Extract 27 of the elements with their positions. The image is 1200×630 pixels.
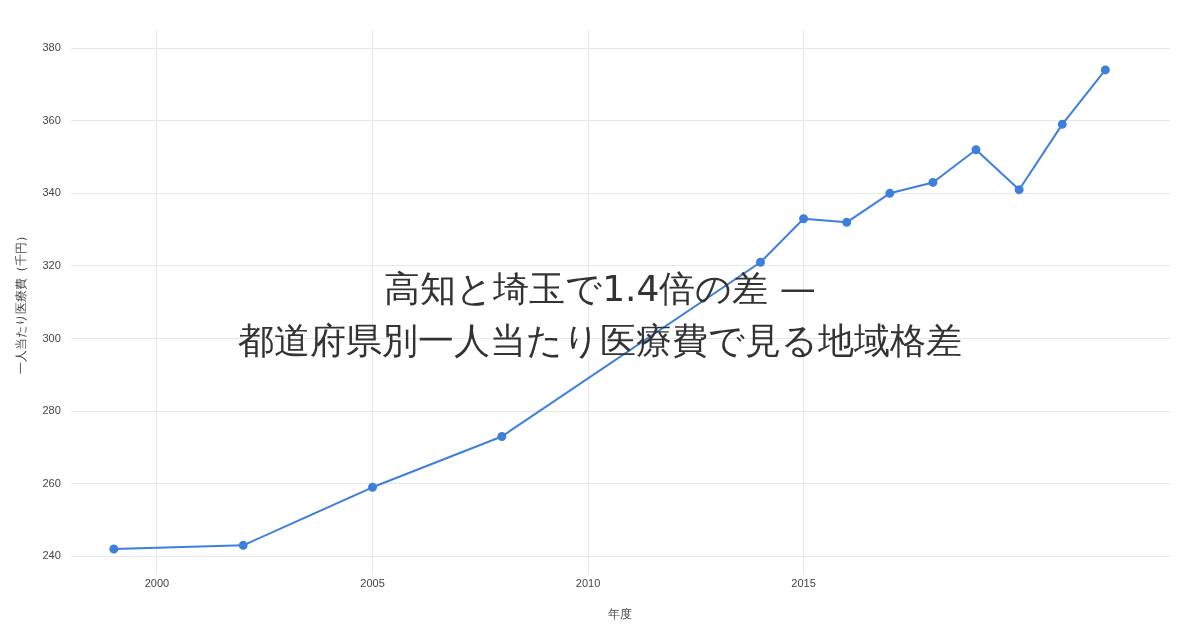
y-tick-label: 300 bbox=[42, 331, 61, 344]
x-axis-title: 年度 bbox=[608, 607, 633, 622]
point bbox=[109, 544, 119, 554]
y-tick-label: 340 bbox=[42, 186, 61, 199]
y-tick-label: 320 bbox=[42, 258, 61, 271]
point bbox=[842, 217, 852, 227]
point bbox=[238, 540, 248, 550]
point bbox=[368, 482, 378, 492]
point bbox=[497, 431, 507, 441]
y-tick-label: 360 bbox=[42, 113, 61, 126]
y-tick-label: 260 bbox=[42, 476, 61, 489]
point bbox=[799, 214, 809, 224]
point bbox=[1014, 185, 1024, 195]
point bbox=[928, 177, 938, 187]
point bbox=[971, 145, 981, 155]
y-tick-label: 380 bbox=[42, 41, 61, 54]
y-axis-title: 一人当たり医療費（千円） bbox=[13, 230, 28, 375]
point bbox=[755, 257, 765, 267]
point bbox=[885, 188, 895, 198]
y-tick-label: 240 bbox=[42, 549, 61, 562]
x-tick-label: 2010 bbox=[575, 577, 601, 590]
y-tick-label: 280 bbox=[42, 404, 61, 417]
point bbox=[1100, 65, 1110, 75]
x-tick-label: 2005 bbox=[360, 577, 385, 590]
x-tick-label: 2000 bbox=[144, 577, 170, 590]
point bbox=[1057, 119, 1067, 129]
x-tick-label: 2015 bbox=[791, 577, 816, 590]
